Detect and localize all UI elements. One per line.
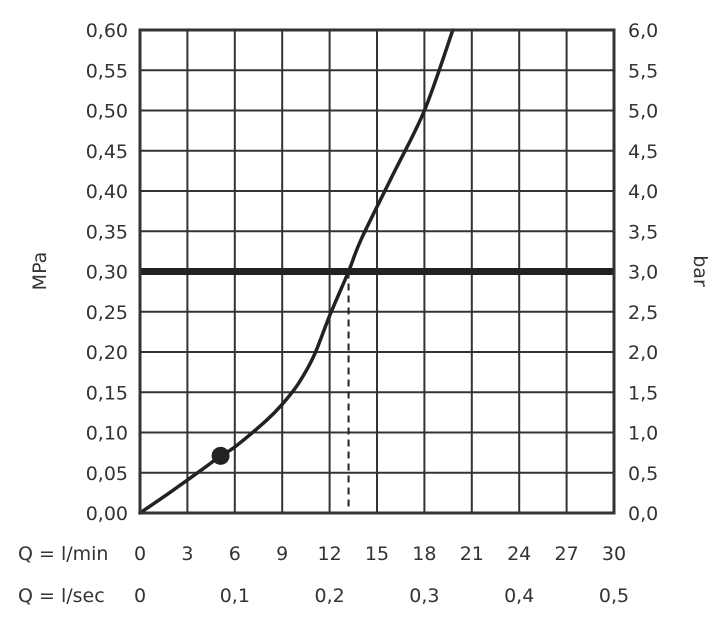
x-lmin-tick-label: 27 bbox=[555, 543, 579, 565]
reference-lines bbox=[140, 268, 614, 513]
y-left-tick-label: 0,35 bbox=[86, 221, 128, 243]
x-lmin-tick-label: 3 bbox=[181, 543, 193, 565]
x-lsec-tick-label: 0,5 bbox=[599, 585, 629, 607]
y-left-tick-label: 0,50 bbox=[86, 101, 128, 123]
y-left-tick-label: 0,20 bbox=[86, 342, 128, 364]
y-right-tick-label: 3,0 bbox=[628, 262, 658, 284]
x-lsec-tick-label: 0,3 bbox=[409, 585, 439, 607]
y-left-tick-label: 0,40 bbox=[86, 181, 128, 203]
bottom-tick-labels: 0 3 6 9 12 15 18 21 24 27 30 0 0,1 0,2 0,3 0,4 0,5 bbox=[134, 543, 629, 607]
y-left-tick-label: 0,00 bbox=[86, 503, 128, 525]
data-point-marker bbox=[211, 446, 230, 465]
x-lmin-tick-label: 24 bbox=[507, 543, 531, 565]
y-right-tick-label: 1,0 bbox=[628, 423, 658, 445]
x-primary-axis-title: Q = l/min bbox=[18, 543, 108, 565]
x-lsec-tick-label: 0,4 bbox=[504, 585, 534, 607]
x-lsec-tick-label: 0,1 bbox=[220, 585, 250, 607]
x-lmin-tick-label: 9 bbox=[276, 543, 288, 565]
right-tick-labels: 0,0 0,5 1,0 1,5 2,0 2,5 3,0 3,5 4,0 4,5 5,0 5,5 6,0 bbox=[628, 20, 658, 525]
y-left-tick-label: 0,25 bbox=[86, 302, 128, 324]
y-left-tick-label: 0,15 bbox=[86, 382, 128, 404]
y-right-tick-label: 5,5 bbox=[628, 60, 658, 82]
y-left-tick-label: 0,60 bbox=[86, 20, 128, 42]
y-right-tick-label: 0,0 bbox=[628, 503, 658, 525]
series-line bbox=[138, 28, 455, 515]
y-left-axis-title: MPa bbox=[29, 252, 51, 291]
x-lmin-tick-label: 21 bbox=[460, 543, 484, 565]
y-right-tick-label: 0,5 bbox=[628, 463, 658, 485]
y-right-tick-label: 5,0 bbox=[628, 101, 658, 123]
y-left-tick-label: 0,10 bbox=[86, 423, 128, 445]
y-right-tick-label: 4,5 bbox=[628, 141, 658, 163]
x-secondary-axis-title: Q = l/sec bbox=[18, 585, 105, 607]
x-lmin-tick-label: 6 bbox=[229, 543, 241, 565]
y-right-tick-label: 4,0 bbox=[628, 181, 658, 203]
series-layer bbox=[138, 28, 455, 515]
x-lmin-tick-label: 18 bbox=[412, 543, 436, 565]
x-lsec-tick-label: 0,2 bbox=[314, 585, 344, 607]
x-lmin-tick-label: 30 bbox=[602, 543, 626, 565]
y-left-tick-label: 0,30 bbox=[86, 262, 128, 284]
y-left-tick-label: 0,45 bbox=[86, 141, 128, 163]
y-right-tick-label: 3,5 bbox=[628, 221, 658, 243]
y-right-tick-label: 2,5 bbox=[628, 302, 658, 324]
x-lmin-tick-label: 15 bbox=[365, 543, 389, 565]
y-right-tick-label: 2,0 bbox=[628, 342, 658, 364]
y-right-tick-label: 6,0 bbox=[628, 20, 658, 42]
y-right-tick-label: 1,5 bbox=[628, 382, 658, 404]
left-tick-labels: 0,00 0,05 0,10 0,15 0,20 0,25 0,30 0,35 0,40 0,45… bbox=[86, 20, 128, 525]
y-right-axis-title: bar bbox=[689, 255, 711, 287]
plot-frame bbox=[138, 28, 616, 515]
y-left-tick-label: 0,05 bbox=[86, 463, 128, 485]
x-lmin-tick-label: 0 bbox=[134, 543, 146, 565]
x-lsec-tick-label: 0 bbox=[134, 585, 146, 607]
y-left-tick-label: 0,55 bbox=[86, 60, 128, 82]
x-lmin-tick-label: 12 bbox=[318, 543, 342, 565]
